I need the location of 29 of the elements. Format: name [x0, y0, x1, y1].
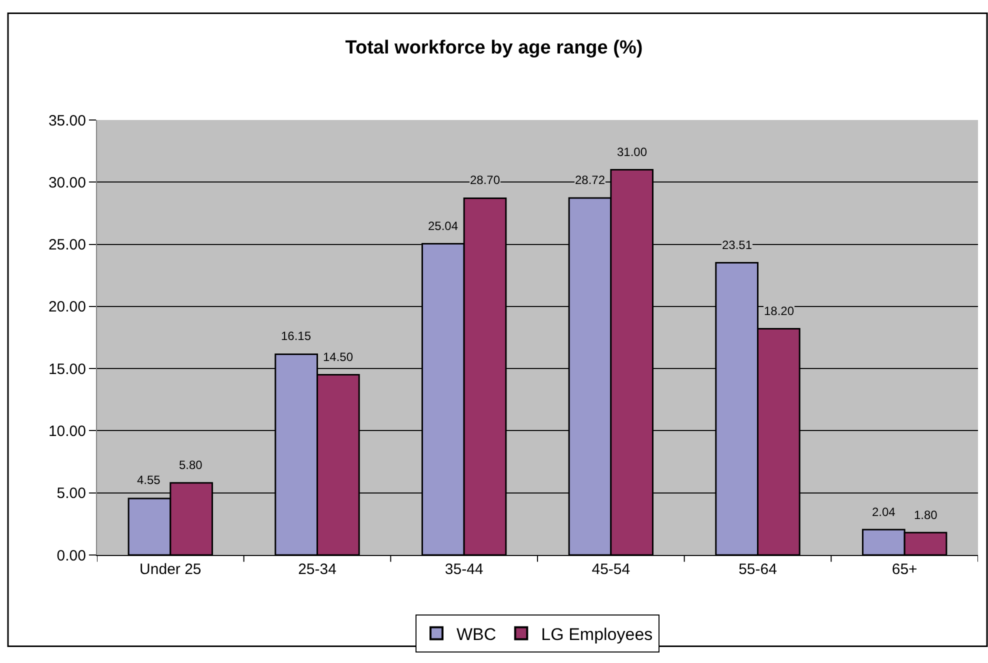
x-tick-label: 35-44 — [444, 561, 484, 578]
data-label: 2.04 — [872, 505, 896, 519]
y-tick-label: 0.00 — [56, 547, 86, 564]
x-tick-label: Under 25 — [140, 561, 202, 578]
x-tick-label: 25-34 — [298, 561, 336, 578]
data-label: 31.00 — [617, 145, 648, 159]
data-label: 5.80 — [179, 458, 203, 472]
data-label: 28.72 — [575, 173, 606, 187]
chart-title: Total workforce by age range (%) — [345, 38, 643, 59]
y-tick-label: 10.00 — [48, 422, 86, 440]
data-label: 23.51 — [722, 238, 752, 252]
data-label: 1.80 — [914, 508, 938, 522]
data-label: 25.04 — [428, 219, 458, 233]
y-tick-label: 15.00 — [48, 360, 86, 378]
y-tick-label: 20.00 — [48, 298, 86, 316]
data-label: 4.55 — [137, 473, 161, 487]
legend-label: LG Employees — [541, 624, 653, 644]
x-tick-label: 55-64 — [738, 561, 777, 578]
data-label: 14.50 — [323, 350, 354, 364]
y-tick-label: 35.00 — [48, 112, 86, 130]
x-tick-label: 45-54 — [592, 561, 630, 578]
data-label: 18.20 — [764, 304, 794, 318]
x-tick-label: 65+ — [892, 561, 918, 578]
data-label: 28.70 — [470, 173, 500, 187]
y-tick-label: 25.00 — [48, 236, 86, 254]
data-label: 16.15 — [281, 329, 312, 343]
y-tick-label: 30.00 — [48, 174, 86, 192]
y-tick-label: 5.00 — [56, 485, 86, 502]
legend-label: WBC — [456, 624, 496, 644]
